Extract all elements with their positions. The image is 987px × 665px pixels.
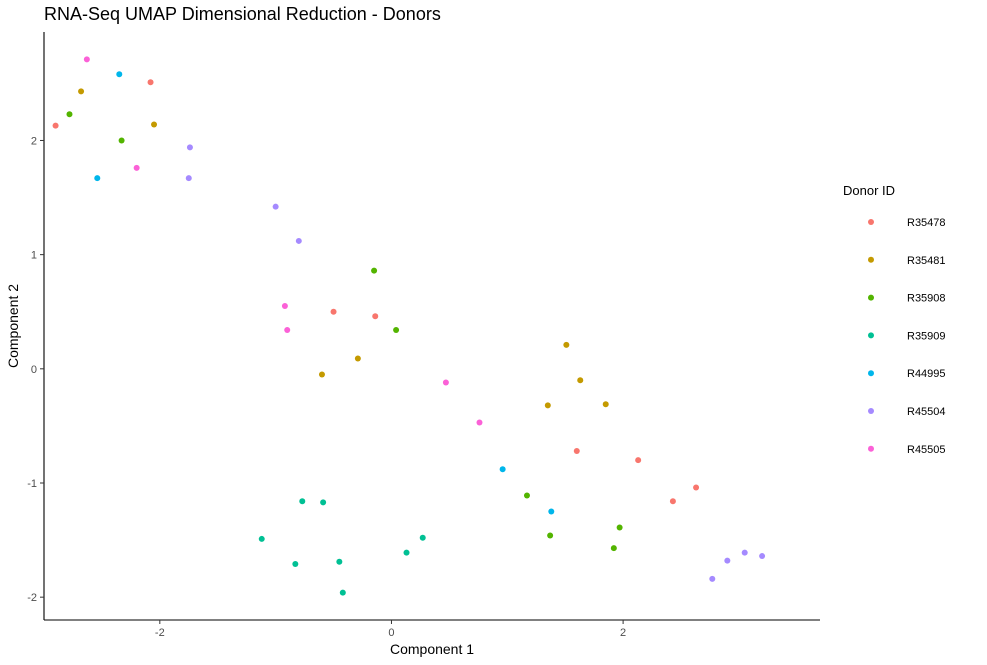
legend-marker-R35909	[868, 332, 874, 339]
legend: Donor ID R35478 R35481 R35908 R35909 R44995 R4…	[843, 183, 946, 456]
data-point-R35481	[318, 371, 325, 378]
data-points	[52, 56, 766, 596]
data-point-R35478	[52, 122, 59, 129]
legend-label-R45505: R45505	[907, 444, 946, 456]
data-point-R35909	[419, 534, 426, 541]
data-point-R45505	[83, 56, 90, 63]
data-point-R45504	[709, 575, 716, 582]
data-point-R35908	[523, 492, 530, 499]
data-point-R35908	[66, 111, 73, 118]
x-tick-label: 0	[388, 627, 394, 639]
y-tick-label: 0	[31, 364, 37, 376]
data-point-R44995	[116, 71, 123, 78]
data-point-R35481	[577, 377, 584, 384]
data-point-R45505	[281, 303, 288, 310]
legend-marker-R45505	[868, 445, 874, 452]
legend-label-R35908: R35908	[907, 293, 946, 305]
legend-marker-R35478	[868, 219, 874, 225]
data-point-R35481	[78, 88, 85, 95]
data-point-R44995	[499, 466, 506, 473]
data-point-R45504	[295, 237, 302, 244]
legend-marker-R35908	[868, 294, 874, 301]
data-point-R35908	[610, 545, 617, 552]
data-point-R45504	[759, 553, 766, 560]
data-point-R45504	[724, 557, 731, 564]
legend-marker-R35481	[868, 256, 874, 263]
legend-marker-R44995	[868, 370, 874, 377]
data-point-R35481	[354, 355, 361, 362]
x-tick-label: -2	[155, 627, 165, 639]
data-point-R35909	[292, 561, 299, 568]
data-point-R45505	[284, 326, 291, 333]
x-axis-title: Component 1	[390, 641, 474, 657]
legend-title: Donor ID	[843, 183, 895, 198]
y-tick-label: -2	[27, 592, 37, 604]
data-point-R35481	[544, 402, 551, 409]
data-point-R45504	[741, 549, 748, 556]
data-point-R35478	[693, 484, 700, 491]
data-point-R35481	[563, 341, 570, 348]
data-point-R44995	[548, 508, 555, 515]
data-point-R35908	[371, 267, 378, 274]
data-point-R35908	[547, 532, 554, 539]
data-point-R35908	[393, 326, 400, 333]
axes: -2 0 2 -2 -1 0 1 2	[27, 32, 820, 639]
data-point-R35478	[147, 79, 154, 86]
legend-label-R44995: R44995	[907, 368, 946, 380]
data-point-R35478	[372, 313, 379, 320]
data-point-R35909	[320, 499, 327, 506]
legend-label-R35909: R35909	[907, 330, 946, 342]
data-point-R45505	[476, 419, 483, 426]
y-tick-label: -1	[27, 478, 37, 490]
data-point-R45505	[442, 379, 449, 386]
data-point-R35481	[602, 401, 609, 408]
data-point-R35478	[573, 448, 580, 455]
y-tick-label: 2	[31, 135, 37, 147]
data-point-R45504	[272, 203, 279, 210]
data-point-R45504	[185, 175, 192, 182]
legend-label-R35478: R35478	[907, 217, 946, 229]
data-point-R35908	[118, 137, 125, 144]
chart-title: RNA-Seq UMAP Dimensional Reduction - Don…	[44, 4, 441, 24]
legend-marker-R45504	[868, 408, 874, 414]
y-tick-label: 1	[31, 250, 37, 262]
y-axis-title: Component 2	[5, 284, 21, 368]
data-point-R35909	[258, 535, 265, 542]
data-point-R35478	[635, 457, 642, 464]
data-point-R35909	[339, 589, 346, 596]
data-point-R45504	[186, 144, 193, 151]
data-point-R35909	[403, 549, 410, 556]
data-point-R35478	[669, 498, 676, 505]
legend-label-R35481: R35481	[907, 255, 946, 267]
data-point-R45505	[133, 164, 140, 171]
legend-label-R45504: R45504	[907, 406, 946, 418]
data-point-R44995	[94, 175, 101, 182]
data-point-R35478	[330, 308, 337, 315]
data-point-R35909	[299, 498, 306, 505]
data-point-R35909	[336, 558, 343, 565]
data-point-R35908	[616, 524, 623, 531]
x-tick-label: 2	[620, 627, 626, 639]
data-point-R35481	[151, 121, 158, 128]
